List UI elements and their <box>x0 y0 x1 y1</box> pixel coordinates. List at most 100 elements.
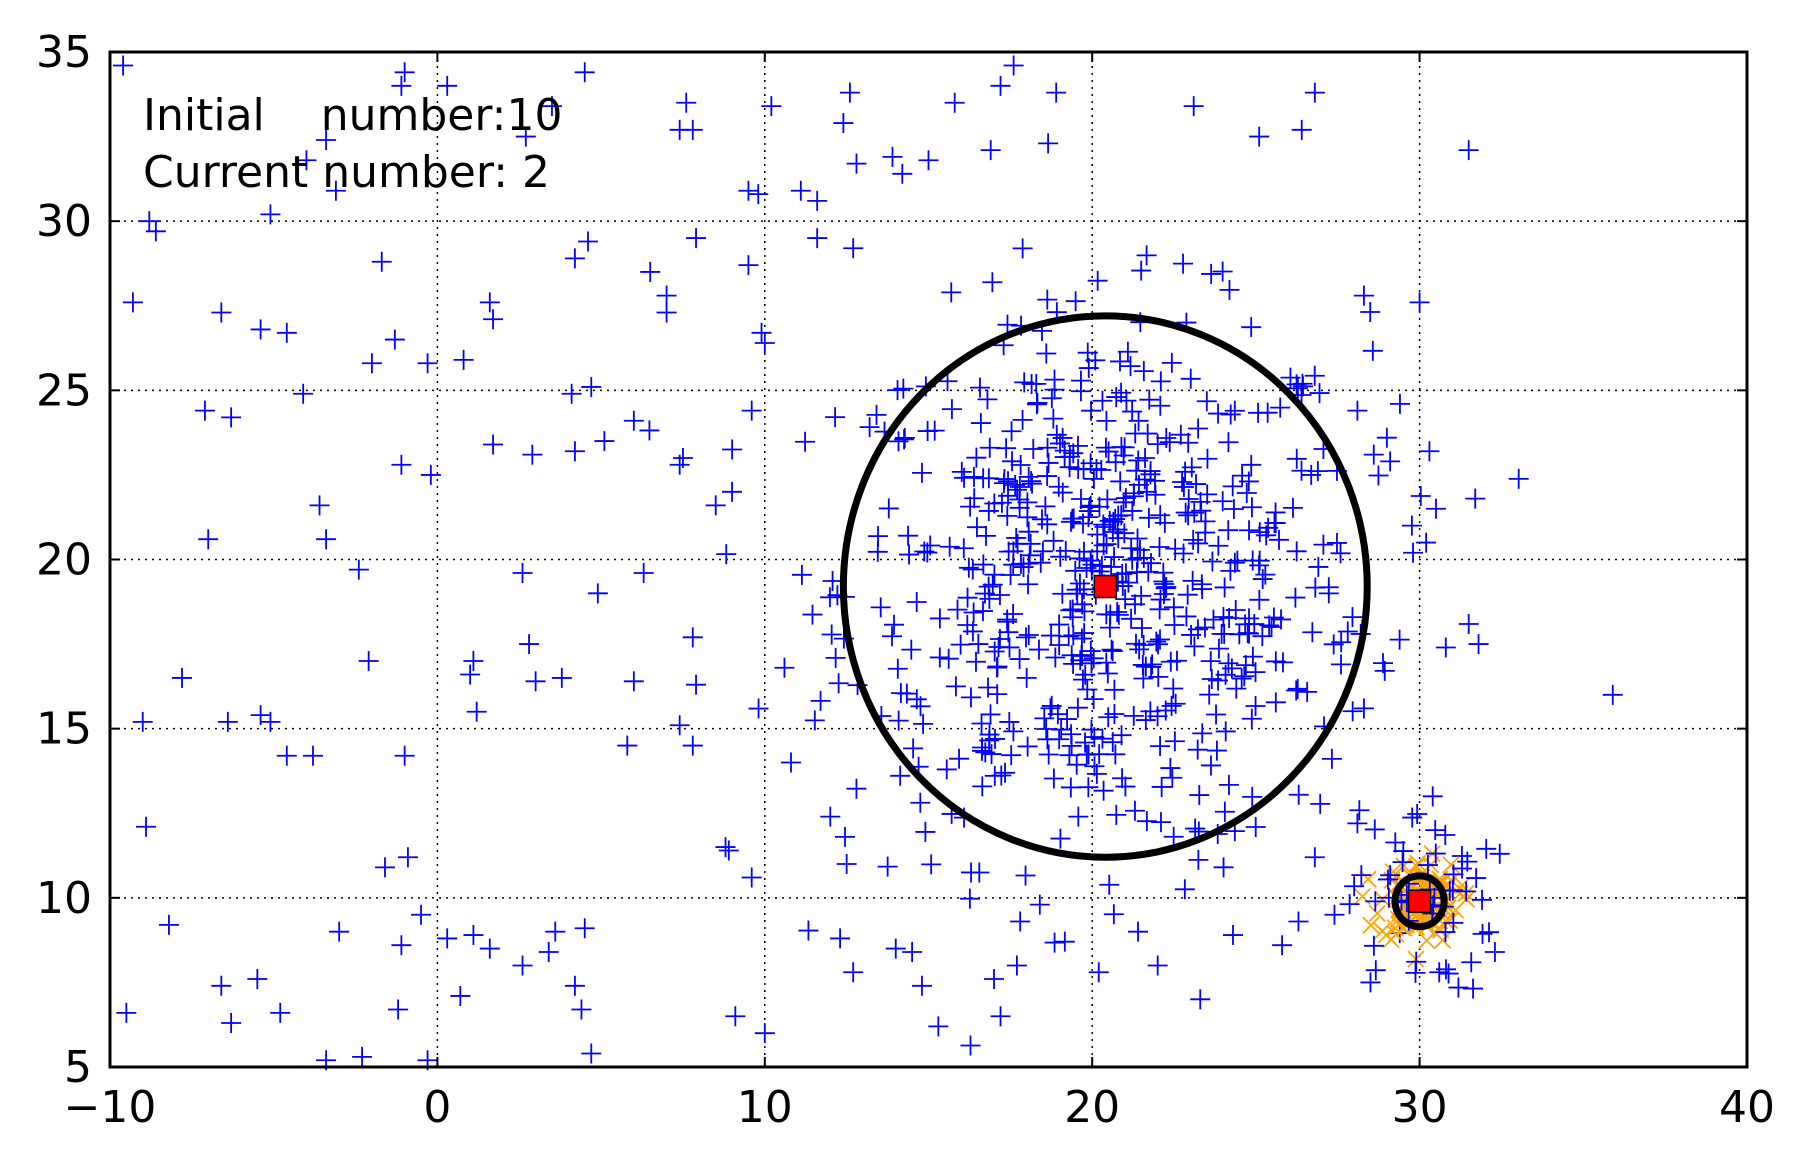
data-point <box>1126 633 1146 654</box>
data-point <box>221 1013 242 1034</box>
data-point <box>751 322 772 343</box>
data-point <box>1133 635 1154 656</box>
data-point <box>921 854 942 875</box>
data-point <box>1189 785 1210 806</box>
data-point <box>1202 551 1223 572</box>
data-point <box>1213 857 1234 878</box>
data-point <box>1259 615 1280 636</box>
data-point <box>1365 960 1386 981</box>
data-point <box>1222 476 1243 497</box>
data-point <box>1063 653 1084 674</box>
data-point <box>1154 512 1175 533</box>
data-point <box>962 621 983 642</box>
data-point <box>881 626 902 647</box>
data-point <box>951 461 972 482</box>
data-point <box>1116 390 1137 411</box>
data-point <box>1104 547 1125 568</box>
data-point <box>1457 851 1478 872</box>
data-point <box>910 792 931 813</box>
data-point <box>1121 608 1142 629</box>
data-point <box>989 584 1010 605</box>
data-point <box>718 840 739 861</box>
data-point <box>990 75 1011 96</box>
x-tick-label: 20 <box>1064 1082 1120 1133</box>
data-point <box>822 571 843 592</box>
data-point <box>1160 758 1181 779</box>
data-point <box>997 609 1018 630</box>
data-point <box>843 238 864 259</box>
data-point <box>1248 402 1269 423</box>
data-point <box>1164 731 1185 752</box>
data-point <box>1150 629 1170 650</box>
data-point <box>1043 768 1064 789</box>
data-point <box>976 525 997 546</box>
data-point <box>1062 508 1083 529</box>
y-tick-label: 15 <box>36 704 92 755</box>
data-point <box>1195 522 1216 543</box>
data-point <box>1072 669 1093 690</box>
x-tick-label: 30 <box>1392 1082 1448 1133</box>
data-point <box>1002 451 1023 472</box>
data-point <box>947 599 968 620</box>
data-point <box>1200 755 1221 776</box>
data-point <box>835 826 856 847</box>
data-point <box>1041 695 1062 716</box>
data-point <box>997 314 1018 335</box>
data-point <box>982 574 1003 595</box>
data-point <box>1219 279 1240 300</box>
data-point <box>980 140 1001 161</box>
data-point <box>1297 681 1318 702</box>
data-point <box>545 921 566 942</box>
data-point <box>1425 820 1446 841</box>
data-point <box>564 441 585 462</box>
data-point <box>1392 852 1413 873</box>
data-point <box>1188 418 1209 439</box>
data-point <box>1161 695 1182 716</box>
data-point <box>1304 365 1325 386</box>
data-point <box>890 765 911 786</box>
data-point <box>1221 658 1242 679</box>
data-point <box>1201 263 1222 284</box>
data-point <box>1419 441 1440 462</box>
data-point <box>1070 381 1091 402</box>
data-point <box>639 420 660 441</box>
data-point <box>1016 627 1037 648</box>
data-point <box>1172 471 1193 492</box>
data-point <box>715 837 736 858</box>
data-point <box>1265 692 1286 713</box>
cluster-center <box>1407 889 1432 913</box>
data-point <box>1225 599 1246 620</box>
data-point <box>1140 464 1161 485</box>
data-point <box>980 704 1001 725</box>
data-point <box>1232 465 1253 486</box>
data-point <box>391 935 412 956</box>
data-point <box>1060 777 1081 798</box>
data-point <box>1012 409 1033 430</box>
data-point <box>1349 800 1370 821</box>
data-point <box>276 322 297 343</box>
data-point <box>1164 614 1185 635</box>
data-point <box>136 816 157 837</box>
data-point <box>1183 96 1204 117</box>
data-point <box>1263 607 1284 628</box>
data-point <box>888 431 909 452</box>
data-point <box>1104 679 1125 700</box>
data-point <box>1088 962 1109 983</box>
data-point <box>1245 696 1266 717</box>
data-point <box>1102 732 1123 753</box>
data-point <box>1272 935 1293 956</box>
data-point <box>1380 451 1401 472</box>
data-point <box>1044 932 1065 953</box>
data-point <box>1151 776 1172 797</box>
data-point <box>551 667 572 688</box>
data-point <box>941 282 962 303</box>
data-point <box>561 383 582 404</box>
data-point <box>1376 427 1397 448</box>
data-point <box>158 914 179 935</box>
data-point <box>802 604 823 625</box>
data-point <box>1425 498 1446 519</box>
data-point <box>1083 648 1104 669</box>
data-point <box>1108 528 1129 549</box>
data-point <box>1163 597 1184 618</box>
data-point <box>911 462 932 483</box>
